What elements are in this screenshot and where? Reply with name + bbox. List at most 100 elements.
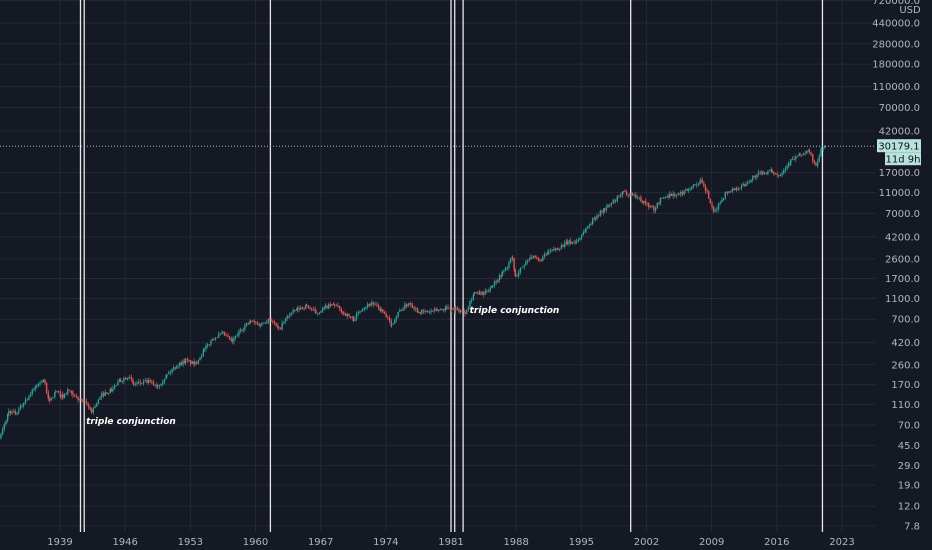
price-candle xyxy=(206,344,209,346)
price-candle xyxy=(761,171,763,174)
price-candle xyxy=(249,320,251,324)
price-candle xyxy=(445,306,448,308)
price-candle xyxy=(433,308,436,311)
price-candle xyxy=(156,385,158,387)
price-candle xyxy=(28,396,30,400)
price-candle xyxy=(301,307,304,309)
price-candle xyxy=(754,175,756,178)
price-candle xyxy=(374,304,376,306)
price-candle xyxy=(139,382,141,384)
y-tick-label: 70000.0 xyxy=(879,103,920,114)
price-candle xyxy=(383,312,386,315)
price-candle xyxy=(498,275,501,280)
price-candle xyxy=(722,198,725,200)
y-tick-label: 170.0 xyxy=(891,380,920,391)
price-candle xyxy=(601,210,603,213)
price-candle xyxy=(142,380,145,384)
price-candle xyxy=(818,155,820,162)
price-candle xyxy=(784,168,787,171)
y-tick-label: 110.0 xyxy=(891,400,920,411)
price-candle xyxy=(711,203,713,207)
price-candle xyxy=(322,307,324,312)
price-candle xyxy=(605,207,607,211)
price-candle xyxy=(16,412,18,415)
price-candle xyxy=(141,383,143,384)
price-candle xyxy=(773,171,775,174)
price-candle xyxy=(664,197,667,199)
price-candle xyxy=(267,318,270,322)
price-candle xyxy=(132,382,135,385)
price-candle xyxy=(95,403,98,407)
price-axis[interactable]: 720000.0 440000.0 280000.0 180000.0 110000.0… xyxy=(872,0,921,533)
price-candle xyxy=(721,199,723,203)
price-candle xyxy=(697,184,700,186)
price-candle xyxy=(162,381,164,384)
currency-label: USD xyxy=(899,5,921,16)
price-candle xyxy=(768,170,771,171)
y-tick-label: 12.0 xyxy=(898,502,920,513)
price-candle xyxy=(500,275,502,277)
price-candle xyxy=(504,267,507,271)
y-tick-label: 11000.0 xyxy=(879,188,920,199)
price-candle xyxy=(195,362,198,364)
price-candle xyxy=(802,153,805,156)
price-candle xyxy=(316,312,319,314)
price-candle xyxy=(675,195,678,197)
price-candle xyxy=(290,312,293,315)
price-candle xyxy=(13,411,15,413)
price-candle xyxy=(284,318,287,322)
price-candle xyxy=(193,361,195,365)
price-candle xyxy=(359,311,361,313)
price-candle xyxy=(668,196,670,198)
price-candle xyxy=(465,309,468,314)
price-candle xyxy=(824,145,826,148)
price-candle xyxy=(71,390,73,394)
price-candle xyxy=(536,257,538,259)
price-candle xyxy=(489,287,491,291)
price-candle xyxy=(716,209,718,211)
price-candle xyxy=(266,321,268,324)
price-candle xyxy=(318,312,321,314)
price-candle xyxy=(180,362,183,365)
y-tick-label: 110000.0 xyxy=(872,82,920,93)
price-candle xyxy=(149,379,151,382)
price-candle xyxy=(579,237,581,240)
price-candle xyxy=(478,291,481,295)
price-candle xyxy=(724,192,726,199)
price-candle xyxy=(461,310,464,312)
price-candle xyxy=(804,153,806,155)
price-candle xyxy=(564,242,566,247)
price-candle xyxy=(795,156,797,160)
price-candle xyxy=(124,378,127,380)
time-axis[interactable]: 1939 1946 1953 1960 1967 1974 1981 1988 1995 2002… xyxy=(47,537,854,548)
price-candle xyxy=(54,392,56,397)
price-candle xyxy=(417,311,420,313)
price-candle xyxy=(5,420,7,425)
price-candle xyxy=(335,305,338,307)
x-tick-label: 2023 xyxy=(829,537,854,548)
x-tick-label: 1953 xyxy=(178,537,203,548)
price-candle xyxy=(475,292,477,293)
price-candle xyxy=(484,290,486,295)
price-candle xyxy=(767,170,769,174)
price-candle xyxy=(80,399,83,401)
price-candle xyxy=(37,383,40,387)
price-candle xyxy=(696,184,698,186)
price-candle xyxy=(419,311,421,314)
price-candle xyxy=(390,320,392,327)
price-candle xyxy=(59,392,62,398)
price-candle xyxy=(3,424,6,429)
price-candle xyxy=(67,389,69,394)
price-candle xyxy=(253,320,255,323)
price-candle xyxy=(618,195,620,197)
price-candle xyxy=(294,310,296,311)
price-candle xyxy=(268,318,271,320)
y-tick-label: 440000.0 xyxy=(872,19,920,30)
price-candle xyxy=(211,339,214,341)
price-candle xyxy=(0,434,2,439)
price-candle xyxy=(692,184,695,188)
x-tick-label: 1981 xyxy=(438,537,463,548)
price-candle xyxy=(90,409,93,413)
price-candle xyxy=(110,388,112,392)
